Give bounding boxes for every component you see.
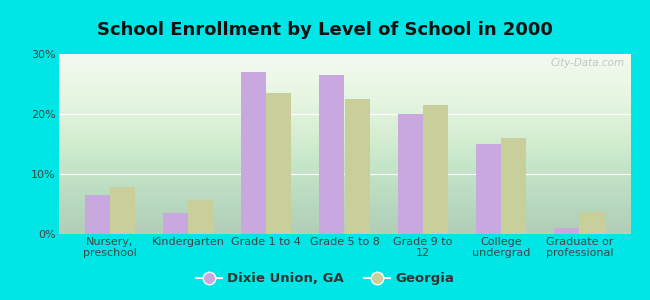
Bar xyxy=(398,114,423,234)
Text: City-Data.com: City-Data.com xyxy=(551,58,625,68)
Bar xyxy=(84,195,110,234)
Bar xyxy=(501,138,526,234)
Bar xyxy=(241,72,266,234)
Bar xyxy=(319,75,344,234)
Legend: Dixie Union, GA, Georgia: Dixie Union, GA, Georgia xyxy=(190,267,460,290)
Bar xyxy=(476,144,501,234)
Bar xyxy=(188,200,213,234)
Bar xyxy=(579,212,604,234)
Bar xyxy=(554,228,579,234)
Bar xyxy=(110,187,135,234)
Bar xyxy=(422,105,448,234)
Bar xyxy=(162,213,188,234)
Bar xyxy=(266,93,291,234)
Text: School Enrollment by Level of School in 2000: School Enrollment by Level of School in … xyxy=(97,21,553,39)
Bar xyxy=(344,99,370,234)
